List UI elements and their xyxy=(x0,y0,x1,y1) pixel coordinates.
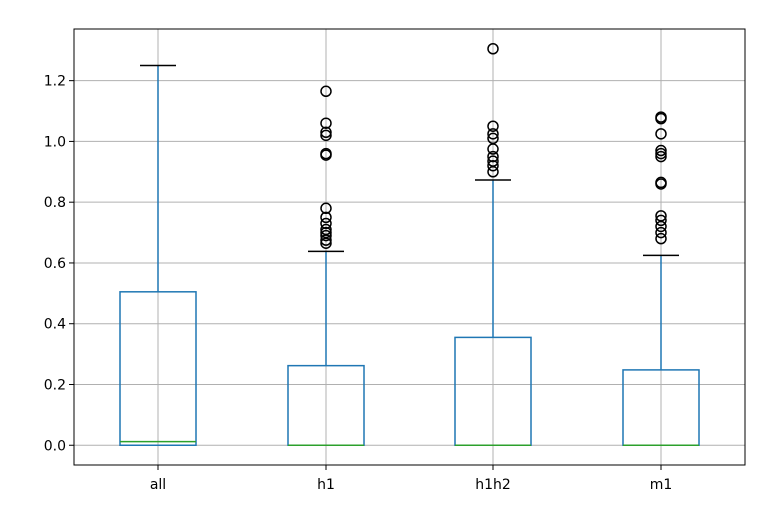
outlier-point xyxy=(320,147,332,160)
box-h1 xyxy=(287,85,365,447)
outlier-point xyxy=(320,129,332,142)
outlier-point xyxy=(655,176,667,189)
outlier-point xyxy=(487,159,499,172)
outlier-point xyxy=(487,155,499,167)
outlier-point xyxy=(320,223,332,236)
box-layer xyxy=(119,42,700,447)
x-tick-label: h1 xyxy=(317,477,335,493)
y-tick-label: 1.2 xyxy=(44,74,66,90)
outlier-point xyxy=(487,120,499,132)
box-body xyxy=(119,291,197,447)
outlier-point xyxy=(487,132,499,145)
outlier-point xyxy=(655,226,667,239)
tick-layer: 0.0 0.2 0.4 0.6 0.8 1.0 1.2 all h1 h1h2 m1 xyxy=(44,74,673,493)
y-tick-label: 0.2 xyxy=(44,377,66,393)
outlier-point xyxy=(320,202,332,215)
outlier-point xyxy=(320,226,332,239)
y-tick-label: 1.0 xyxy=(44,134,66,150)
outlier-point xyxy=(320,229,332,242)
outlier-point xyxy=(655,214,667,227)
outlier-point xyxy=(320,211,332,224)
outlier-point xyxy=(655,150,667,163)
box-m1 xyxy=(622,111,700,447)
y-tick-label: 0.8 xyxy=(44,195,66,211)
outlier-point xyxy=(655,210,667,222)
y-tick-label: 0.0 xyxy=(44,438,66,454)
plot-area-frame xyxy=(73,28,746,466)
outlier-point xyxy=(655,147,667,160)
y-tick-label: 0.6 xyxy=(44,256,66,272)
box-all xyxy=(119,64,197,447)
outlier-point xyxy=(320,217,332,230)
outlier-point xyxy=(655,128,667,140)
outlier-point xyxy=(655,144,667,157)
x-tick-label: all xyxy=(150,477,166,493)
box-h1h2 xyxy=(454,42,532,447)
outlier-point xyxy=(487,128,499,140)
outlier-point xyxy=(320,126,332,139)
y-tick-label: 0.4 xyxy=(44,317,66,333)
outlier-point xyxy=(320,117,332,129)
outlier-point xyxy=(655,232,667,245)
outlier-point xyxy=(655,111,667,123)
outlier-point xyxy=(487,42,499,55)
x-tick-label: m1 xyxy=(650,477,673,493)
grid-layer xyxy=(74,29,745,465)
outlier-point xyxy=(320,85,332,98)
outlier-point xyxy=(487,150,499,163)
x-tick-label: h1h2 xyxy=(475,477,511,493)
